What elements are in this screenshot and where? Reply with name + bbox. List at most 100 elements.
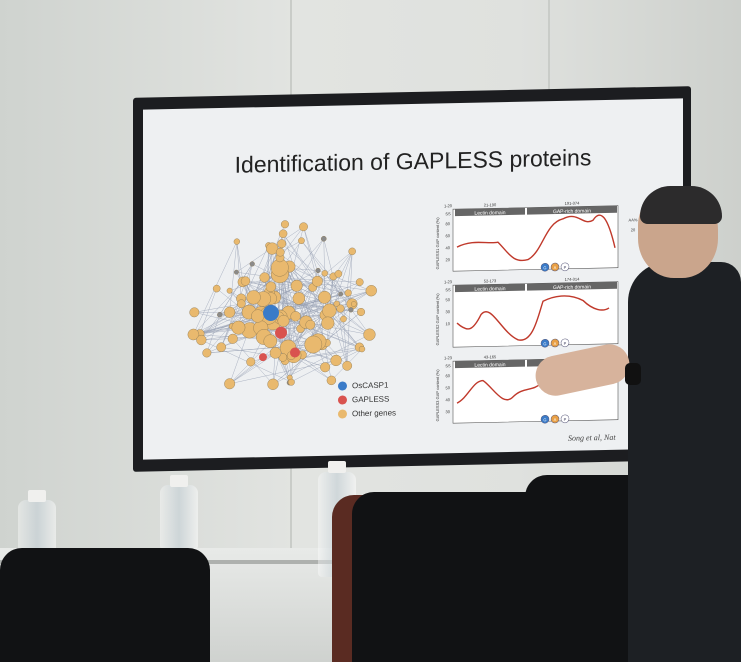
- oscasp1-node: [263, 304, 279, 321]
- aa-label: AA%: [629, 217, 638, 222]
- gene-node: [280, 220, 289, 229]
- ss-label: SS: [445, 211, 451, 216]
- gene-node: [277, 314, 290, 327]
- gene-node: [292, 292, 306, 305]
- legend-dot: [338, 381, 347, 391]
- gene-node: [226, 287, 233, 294]
- aa-value: 20: [631, 227, 636, 232]
- y-axis-label: GAPLESS1 GAP content (%): [435, 217, 440, 270]
- aa-letter: G: [543, 265, 546, 270]
- chair-back: [0, 548, 210, 662]
- y-axis-label: GAPLESS3 GAP content (%): [435, 369, 440, 422]
- gene-node: [311, 275, 323, 287]
- gene-node: [189, 307, 200, 318]
- y-tick: 20: [446, 257, 451, 262]
- gene-node: [350, 301, 357, 307]
- legend-dot: [338, 395, 347, 405]
- gene-node: [330, 354, 342, 367]
- legend-label: Other genes: [352, 408, 397, 419]
- network-edge: [282, 233, 318, 282]
- network-edge: [324, 273, 341, 295]
- gapless-node: [275, 326, 287, 339]
- gap-content-curve: [456, 214, 616, 262]
- gene-node: [299, 222, 308, 232]
- aa-circle: [550, 414, 560, 424]
- network-edge: [238, 263, 253, 328]
- gene-node: [233, 238, 240, 245]
- gene-node: [269, 347, 282, 359]
- network-edge: [221, 298, 242, 348]
- slide-title: Identification of GAPLESS proteins: [234, 144, 592, 178]
- y-axis-label: GAPLESS2 GAP content (%): [435, 293, 440, 346]
- ss-label: SS: [445, 363, 451, 368]
- gene-node: [304, 335, 323, 354]
- aa-circle: [550, 338, 560, 348]
- gene-node: [196, 334, 207, 346]
- y-tick: 50: [446, 385, 451, 390]
- gene-node: [227, 333, 238, 344]
- network-edge: [253, 224, 286, 298]
- gene-node: [249, 261, 255, 267]
- network-edge: [343, 251, 353, 320]
- legend-dot: [338, 409, 347, 419]
- gene-node: [267, 378, 279, 390]
- gap-domain-bar: [527, 281, 617, 291]
- aa-circle: [540, 338, 550, 348]
- y-tick: 40: [446, 397, 451, 402]
- gene-node: [336, 304, 345, 313]
- wristwatch: [625, 363, 641, 385]
- lectin-domain-bar: [455, 359, 525, 369]
- gene-node: [251, 309, 265, 323]
- network-edge: [288, 312, 303, 355]
- aa-letter: A: [554, 341, 557, 346]
- aa-letter: G: [543, 341, 546, 346]
- aa-letter: A: [554, 265, 557, 270]
- gene-node: [263, 334, 278, 349]
- legend-gapless: GAPLESS: [338, 394, 389, 405]
- gene-node: [259, 272, 270, 283]
- network-edge: [206, 314, 220, 353]
- gene-node: [305, 319, 316, 330]
- gap-range: 191-374: [565, 200, 580, 205]
- network-edge: [199, 288, 217, 334]
- network-edge: [236, 241, 244, 282]
- network-edge: [270, 238, 324, 299]
- aa-circle: [560, 338, 570, 348]
- network-edge: [324, 273, 354, 305]
- gene-node: [217, 312, 223, 318]
- lectin-range: 52-173: [484, 278, 497, 283]
- gene-node: [363, 328, 376, 341]
- gene-node: [246, 357, 256, 367]
- gap-domain-bar: [527, 205, 617, 215]
- aa-letter: P: [564, 417, 567, 422]
- wall-seam: [548, 0, 550, 100]
- network-edge: [229, 316, 296, 384]
- gene-node: [202, 348, 212, 358]
- network-edge: [236, 241, 242, 299]
- network-edge: [229, 360, 337, 384]
- y-tick: 30: [446, 409, 451, 414]
- gap-domain-label: GAP-rich domain: [553, 284, 591, 291]
- lectin-domain-bar: [455, 207, 525, 217]
- network-edge: [242, 281, 326, 316]
- network-edge: [301, 240, 370, 335]
- ss-range: 1-23: [444, 355, 453, 360]
- gene-node: [265, 281, 277, 292]
- gene-node: [266, 242, 279, 255]
- aa-letter: P: [564, 265, 567, 270]
- aa-letter: G: [543, 417, 546, 422]
- gapless-node: [290, 347, 300, 358]
- gene-node: [278, 229, 288, 238]
- gap-content-curve: [456, 295, 610, 341]
- gene-node: [344, 289, 352, 297]
- gene-network: [187, 220, 377, 390]
- gene-node: [231, 320, 246, 335]
- gene-node: [216, 342, 226, 353]
- gene-node: [357, 308, 366, 317]
- network-edge: [271, 248, 280, 317]
- y-tick: 50: [446, 297, 451, 302]
- gene-node: [342, 360, 353, 371]
- lectin-domain-label: Lectin domain: [474, 362, 505, 369]
- gene-node: [290, 279, 303, 292]
- network-edge: [269, 291, 370, 335]
